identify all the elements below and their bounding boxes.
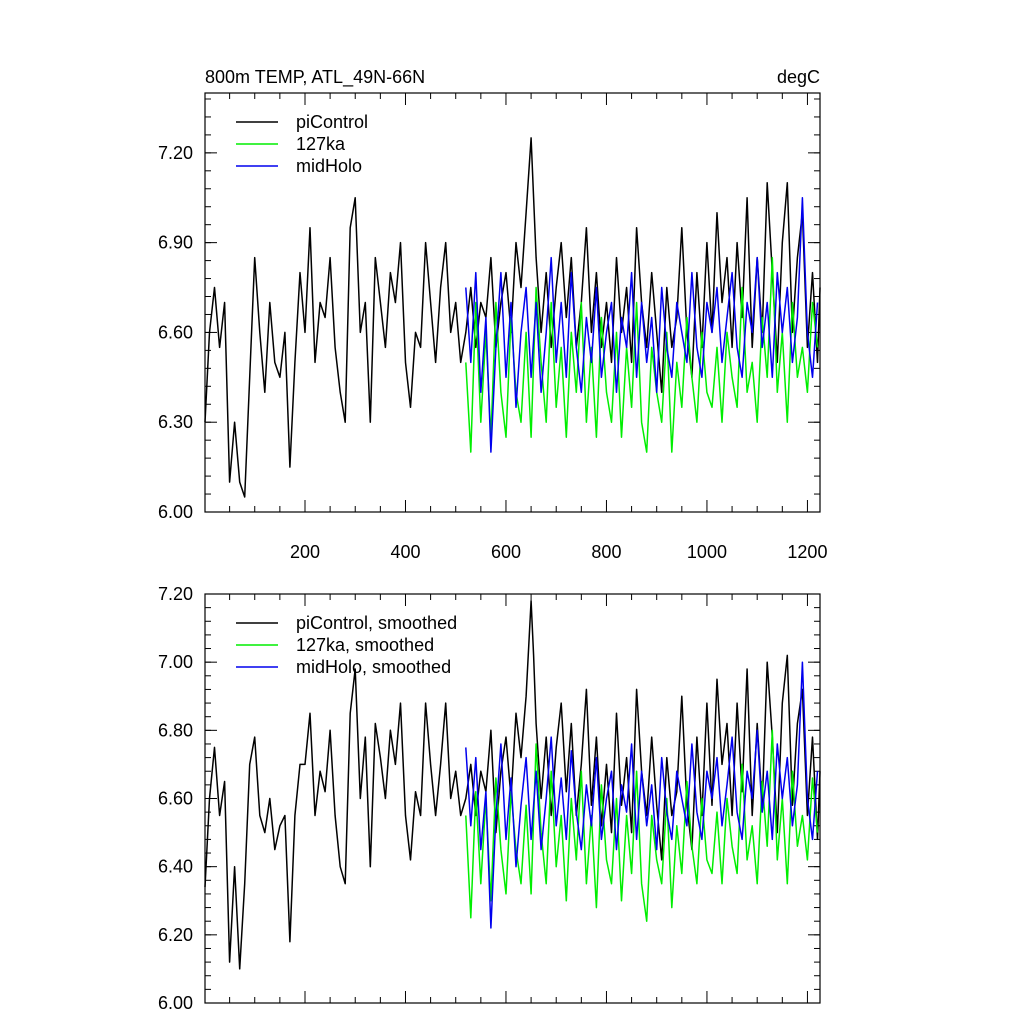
bottom-y-tick-label: 6.60 [158, 789, 193, 809]
top-legend-label-2: midHolo [296, 156, 362, 176]
bottom-legend-label-1: 127ka, smoothed [296, 635, 434, 655]
bottom-y-tick-label: 6.40 [158, 857, 193, 877]
top-x-tick-label: 1200 [787, 542, 827, 562]
top-x-tick-label: 400 [390, 542, 420, 562]
bottom-y-tick-label: 7.20 [158, 584, 193, 604]
bottom-y-tick-label: 6.00 [158, 993, 193, 1013]
top-x-tick-label: 800 [591, 542, 621, 562]
bottom-y-tick-label: 7.00 [158, 652, 193, 672]
bottom-series-line-2 [465, 661, 819, 929]
top-axes: 200 400 600 800 1000 1200 6.00 6.30 6.60 6.90 7.20 [158, 92, 827, 562]
top-y-tick-label: 6.90 [158, 233, 193, 253]
bottom-axes: 6.00 6.20 6.40 6.60 6.80 7.00 7.20 [158, 584, 821, 1013]
top-y-tick-label: 6.00 [158, 502, 193, 522]
top-x-tick-label: 200 [290, 542, 320, 562]
bottom-series-line-1 [465, 729, 819, 922]
top-x-tick-label: 600 [491, 542, 521, 562]
top-panel-title: 800m TEMP, ATL_49N-66N [205, 67, 425, 88]
top-y-tick-label: 6.30 [158, 412, 193, 432]
top-plot-area [204, 137, 821, 498]
top-series-line-2 [465, 197, 819, 453]
bottom-panel: 6.00 6.20 6.40 6.60 6.80 7.00 7.20 piControl, … [158, 584, 821, 1013]
top-panel-units: degC [777, 67, 820, 87]
top-panel: 800m TEMP, ATL_49N-66N degC 200 400 600 800… [158, 67, 828, 562]
bottom-y-tick-label: 6.20 [158, 925, 193, 945]
bottom-series-line-0 [204, 600, 821, 970]
top-legend-label-0: piControl [296, 112, 368, 132]
top-series-line-0 [204, 137, 821, 498]
bottom-y-tick-label: 6.80 [158, 720, 193, 740]
top-legend-label-1: 127ka [296, 134, 346, 154]
top-series-line-1 [465, 256, 819, 453]
bottom-legend-label-2: midHolo, smoothed [296, 657, 451, 677]
top-y-tick-label: 7.20 [158, 143, 193, 163]
top-y-tick-label: 6.60 [158, 322, 193, 342]
top-x-tick-label: 1000 [687, 542, 727, 562]
bottom-plot-area [204, 600, 821, 970]
bottom-legend-label-0: piControl, smoothed [296, 613, 457, 633]
